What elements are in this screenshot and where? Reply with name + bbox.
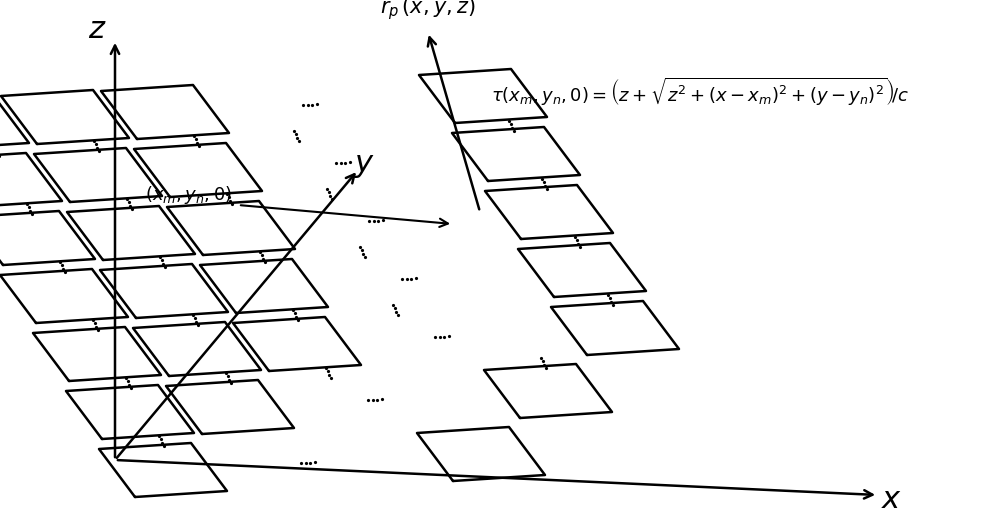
Text: $r_p\,(x,y,z)$: $r_p\,(x,y,z)$ xyxy=(380,0,476,22)
Text: $y$: $y$ xyxy=(354,148,376,180)
Text: $z$: $z$ xyxy=(88,15,106,45)
Text: $x$: $x$ xyxy=(881,484,903,516)
Text: $\left(x_m,y_n,0\right)$: $\left(x_m,y_n,0\right)$ xyxy=(145,184,231,206)
Text: $\tau(x_m,y_n,0)=\left(z+\sqrt{z^2+\left(x-x_m\right)^2+\left(y-y_n\right)^2}\ri: $\tau(x_m,y_n,0)=\left(z+\sqrt{z^2+\left… xyxy=(491,76,909,108)
